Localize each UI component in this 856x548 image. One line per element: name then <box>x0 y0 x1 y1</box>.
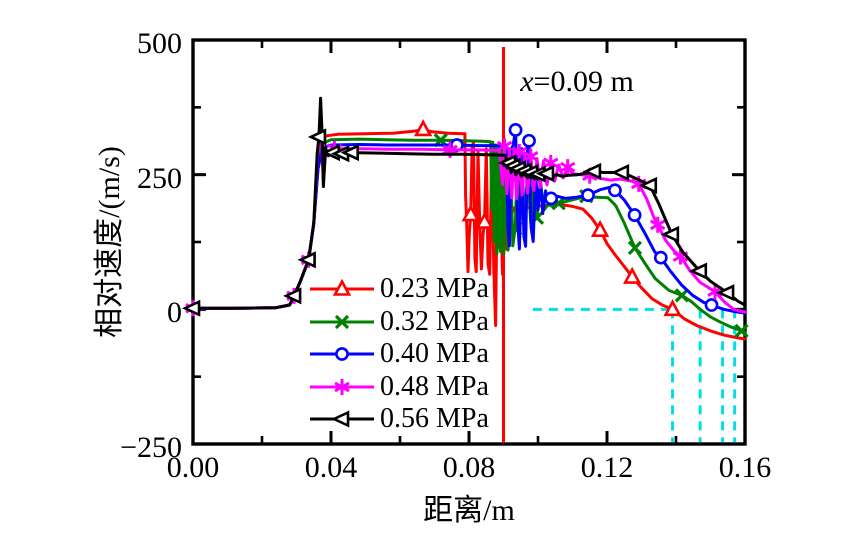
marker-x-cross-icon <box>627 240 643 256</box>
x-tick-label: 0.08 <box>442 451 496 484</box>
legend-label: 0.40 MPa <box>380 338 489 370</box>
marker-asterisk-icon <box>496 138 513 155</box>
marker-triangle-left-icon <box>340 144 360 162</box>
y-tick-label: −250 <box>120 431 182 464</box>
marker-triangle-up-icon <box>461 204 480 222</box>
legend-item: 0.32 MPa <box>308 306 489 339</box>
marker-x-cross-icon <box>734 323 749 339</box>
x-axis-title: 距离/m <box>423 494 515 527</box>
legend-marker-triangle-left-icon <box>310 410 374 428</box>
marker-triangle-up-icon <box>332 279 352 297</box>
annotation-variable: x <box>520 65 534 98</box>
marker-circle-icon <box>522 133 536 148</box>
marker-triangle-left-icon <box>715 284 735 302</box>
legend-marker-circle-icon <box>310 347 374 362</box>
marker-triangle-up-icon <box>475 211 494 229</box>
marker-asterisk-icon <box>559 159 576 176</box>
legend: 0.23 MPa 0.32 MPa 0.40 MPa 0.48 MPa 0.56… <box>308 273 489 436</box>
marker-triangle-left-icon <box>535 165 555 183</box>
marker-triangle-left-icon <box>638 176 658 194</box>
marker-circle-icon <box>704 298 719 312</box>
marker-triangle-left-icon <box>297 251 316 269</box>
marker-circle-icon <box>544 191 559 206</box>
x-tick-label: 0.04 <box>304 451 358 484</box>
x-tick-label: 0.00 <box>166 451 220 484</box>
marker-triangle-left-icon <box>582 162 602 180</box>
annotation-value: =0.09 m <box>533 65 634 98</box>
x-tick-label: 0.12 <box>580 451 634 484</box>
legend-label: 0.23 MPa <box>380 273 489 305</box>
marker-triangle-left-icon <box>330 410 350 428</box>
reference-annotation: x=0.09 m <box>520 65 634 99</box>
legend-marker-x-cross-icon <box>310 314 374 329</box>
marker-triangle-left-icon <box>688 262 708 280</box>
marker-triangle-left-icon <box>660 225 680 243</box>
legend-item: 0.40 MPa <box>308 338 489 371</box>
marker-triangle-up-icon <box>663 299 682 317</box>
marker-asterisk-icon <box>523 148 539 165</box>
marker-asterisk-icon <box>649 216 666 233</box>
y-tick-label: 500 <box>137 27 182 60</box>
y-tick-label: 0 <box>167 296 182 330</box>
marker-circle-icon <box>581 188 595 203</box>
marker-triangle-up-icon <box>413 119 433 137</box>
marker-triangle-up-icon <box>623 266 642 284</box>
legend-item: 0.48 MPa <box>308 371 489 404</box>
marker-asterisk-icon <box>334 378 350 395</box>
legend-item: 0.23 MPa <box>308 273 489 306</box>
marker-triangle-up-icon <box>590 219 610 237</box>
legend-marker-asterisk-icon <box>310 378 374 395</box>
legend-label: 0.56 MPa <box>380 403 489 435</box>
marker-circle-icon <box>335 347 349 362</box>
marker-circle-icon <box>627 208 642 222</box>
marker-triangle-left-icon <box>181 299 201 317</box>
legend-label: 0.32 MPa <box>380 305 489 337</box>
marker-circle-icon <box>653 250 668 265</box>
marker-triangle-left-icon <box>282 287 302 305</box>
marker-triangle-left-icon <box>610 163 630 182</box>
marker-triangle-left-icon <box>307 128 327 146</box>
marker-circle-icon <box>508 123 523 137</box>
legend-item: 0.56 MPa <box>308 403 489 436</box>
legend-marker-triangle-up-icon <box>310 279 374 297</box>
x-tick-label: 0.16 <box>718 451 772 484</box>
legend-label: 0.48 MPa <box>380 370 489 402</box>
marker-x-cross-icon <box>334 314 350 329</box>
series-line-0-23-mpa <box>191 127 747 341</box>
y-tick-label: 250 <box>137 161 182 195</box>
marker-x-cross-icon <box>674 288 689 303</box>
marker-circle-icon <box>608 183 622 198</box>
marker-asterisk-icon <box>511 144 528 161</box>
